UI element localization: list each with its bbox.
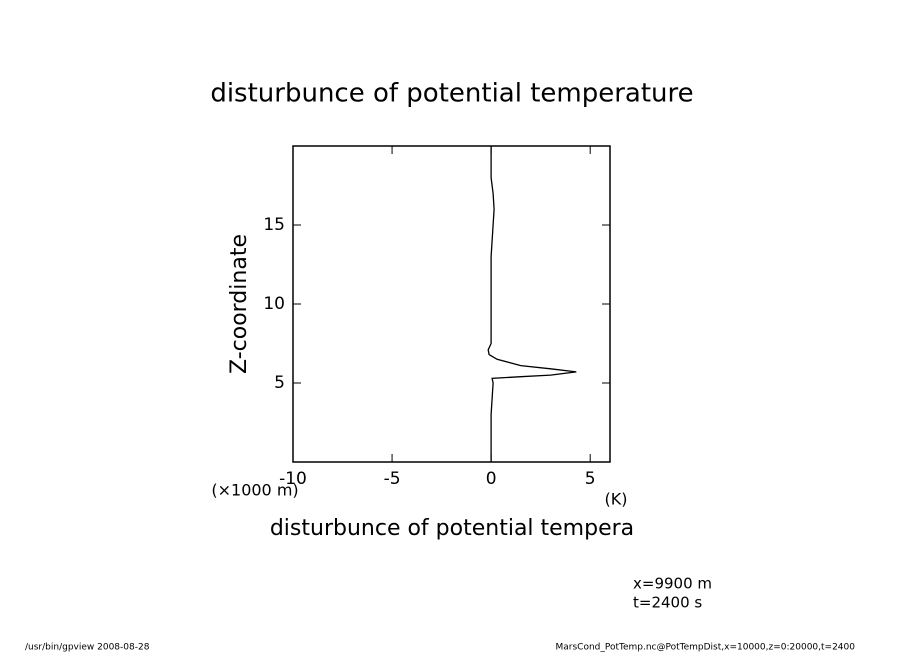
y-tick-label: 10 (263, 294, 285, 314)
y-tick-label: 5 (274, 373, 285, 393)
annotation: x=9900 m (633, 575, 712, 593)
y-tick-label: 15 (263, 215, 285, 235)
y-axis-label: Z-coordinate (227, 234, 252, 374)
x-tick-label: -5 (384, 469, 401, 489)
footer: MarsCond_PotTemp.nc@PotTempDist,x=10000,… (555, 643, 855, 653)
footer: /usr/bin/gpview 2008-08-28 (25, 643, 150, 653)
x-unit: (K) (605, 490, 628, 509)
x-tick-label: -10 (279, 469, 307, 489)
data-line (487, 146, 577, 462)
plot-frame (292, 145, 611, 463)
annotation: t=2400 s (633, 594, 702, 612)
x-axis-label: disturbunce of potential tempera (270, 516, 634, 541)
chart-title: disturbunce of potential temperature (210, 79, 693, 109)
y-unit: (×1000 m) (211, 481, 298, 500)
x-tick-label: 0 (486, 469, 497, 489)
x-tick-label: 5 (585, 469, 596, 489)
